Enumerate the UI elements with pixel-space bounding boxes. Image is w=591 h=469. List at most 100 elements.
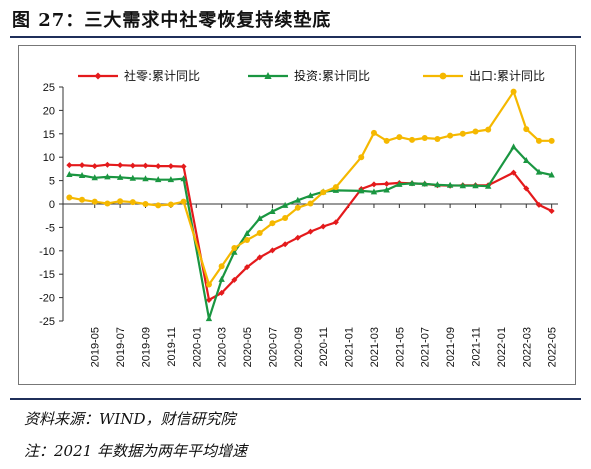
data-point	[446, 181, 454, 188]
y-tick-label: 0	[49, 199, 55, 211]
y-tick-label: -5	[45, 222, 55, 234]
data-point	[408, 179, 416, 186]
data-point	[180, 175, 187, 182]
data-point	[269, 207, 276, 214]
data-point	[231, 244, 238, 251]
data-point	[459, 182, 467, 189]
data-point	[244, 237, 251, 244]
data-point	[91, 198, 98, 205]
y-tick-label: 15	[43, 129, 55, 141]
data-point	[535, 201, 542, 208]
data-point	[104, 200, 111, 207]
data-point	[117, 162, 124, 169]
data-point	[307, 192, 314, 199]
data-point	[523, 126, 530, 133]
x-tick-label: 2021-11	[471, 327, 483, 367]
y-tick-label: 20	[43, 105, 55, 117]
data-point	[116, 173, 124, 180]
data-point	[180, 163, 187, 170]
data-point	[281, 201, 289, 208]
data-point	[218, 263, 225, 270]
legend-marker	[439, 72, 447, 80]
data-point	[256, 254, 263, 261]
data-point	[79, 196, 86, 203]
data-point	[548, 208, 555, 215]
top-rule	[10, 36, 581, 38]
line-chart: 25 20 15 10 5 0 -5 -10 -15 -20 -25 2019-05 2019-07 20…	[39, 68, 559, 367]
data-point	[535, 168, 543, 175]
data-point	[155, 163, 162, 170]
data-point	[447, 132, 454, 139]
data-point	[167, 163, 174, 170]
data-point	[396, 134, 403, 141]
data-point	[370, 188, 378, 195]
data-point	[269, 247, 276, 254]
legend-marker	[94, 72, 102, 80]
data-point	[167, 201, 174, 208]
x-tick-label: 2020-09	[293, 327, 305, 367]
y-tick-label: -25	[39, 316, 55, 328]
x-tick-label: 2019-11	[166, 327, 178, 367]
data-point	[332, 219, 339, 226]
data-point	[548, 137, 555, 144]
data-point	[256, 230, 263, 237]
data-point	[370, 129, 377, 136]
x-tick-label: 2020-07	[267, 327, 279, 367]
data-point	[244, 264, 251, 271]
data-point	[282, 215, 289, 222]
data-point	[370, 181, 377, 188]
data-point	[472, 182, 479, 189]
x-tick-label: 2021-03	[369, 327, 381, 367]
x-tick-label: 2021-01	[344, 327, 356, 367]
x-tick-label: 2019-09	[141, 327, 153, 367]
data-point	[218, 275, 225, 282]
data-point	[282, 241, 289, 248]
data-point	[510, 169, 517, 176]
data-point	[78, 171, 86, 178]
data-point	[421, 135, 428, 142]
footnote: 注：2021 年数据为两年平均增速	[24, 442, 247, 460]
data-point	[294, 204, 301, 211]
data-point	[180, 198, 187, 205]
y-tick-label: 10	[43, 152, 55, 164]
data-point	[421, 180, 428, 187]
data-point	[104, 173, 111, 180]
data-point	[129, 199, 136, 206]
data-point	[256, 215, 263, 222]
x-tick-label: 2020-01	[191, 327, 203, 367]
data-point	[231, 248, 238, 255]
data-point	[459, 130, 466, 137]
data-point	[155, 202, 162, 209]
data-point	[472, 128, 479, 135]
x-tick-label: 2020-03	[217, 327, 229, 367]
x-tick-label: 2022-03	[521, 327, 533, 367]
data-point	[383, 186, 390, 193]
data-point	[79, 162, 86, 169]
data-point	[66, 194, 73, 201]
data-point	[548, 171, 555, 178]
data-point	[154, 176, 162, 183]
data-point	[358, 154, 365, 161]
data-point	[243, 229, 251, 236]
x-tick-label: 2020-05	[242, 327, 254, 367]
source-note: 资料来源：WIND，财信研究院	[24, 410, 236, 428]
data-point	[294, 234, 301, 241]
data-point	[484, 182, 492, 189]
x-tick-label: 2020-11	[318, 327, 330, 367]
x-tick-label: 2021-07	[420, 327, 432, 367]
data-point	[91, 174, 98, 181]
y-tick-label: 25	[43, 82, 55, 94]
data-point	[117, 198, 124, 205]
legend-label: 投资:累计同比	[294, 68, 370, 83]
y-tick-label: 5	[49, 176, 55, 188]
data-point	[523, 185, 530, 192]
data-point	[409, 136, 416, 143]
series-line-2	[69, 90, 552, 286]
x-tick-label: 2021-09	[445, 327, 457, 367]
data-point	[294, 196, 302, 203]
data-point	[383, 137, 390, 144]
chart-frame	[18, 45, 576, 385]
x-tick-label: 2019-05	[90, 327, 102, 367]
data-point	[510, 88, 517, 95]
x-tick-label: 2019-07	[115, 327, 127, 367]
